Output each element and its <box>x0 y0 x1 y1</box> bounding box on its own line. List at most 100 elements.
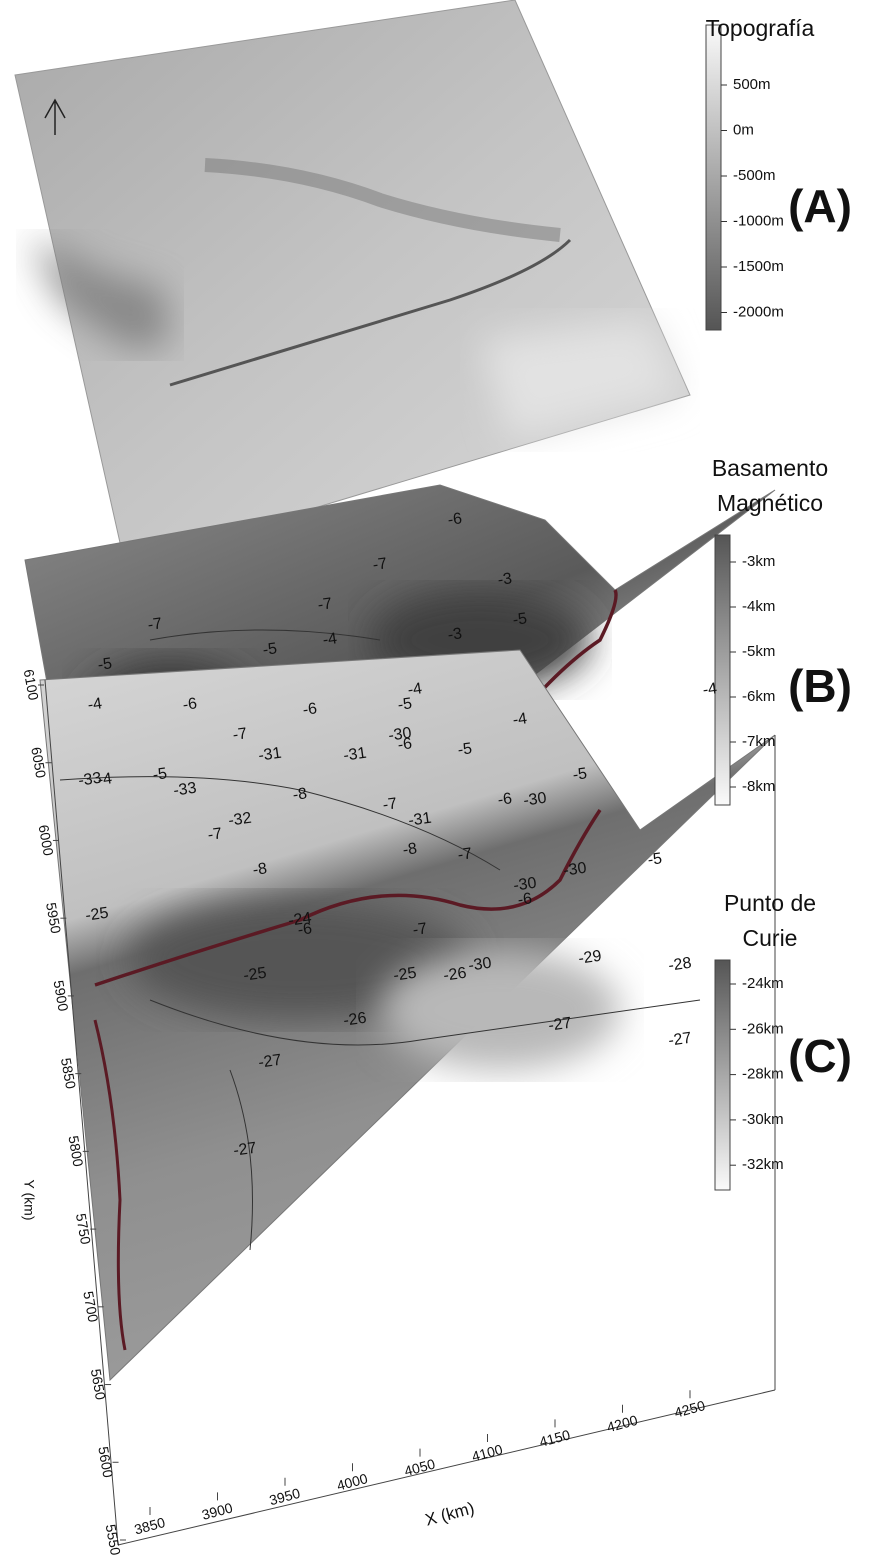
contour-label: -27 <box>257 1052 282 1072</box>
contour-label: -3 <box>497 570 514 589</box>
contour-label: -7 <box>412 920 429 939</box>
contour-label: -26 <box>342 1010 367 1030</box>
contour-label: -7 <box>207 825 224 844</box>
colorbar-tick-label: 0m <box>733 121 754 138</box>
contour-label: -7 <box>372 555 389 574</box>
colorbar-c <box>715 960 730 1190</box>
x-tick-label: 4250 <box>673 1397 707 1421</box>
contour-label: -3 <box>447 625 464 644</box>
colorbar-tick-label: -30km <box>742 1111 784 1128</box>
colorbar-tick-label: 500m <box>733 76 771 93</box>
contour-label: -33 <box>172 780 197 800</box>
colorbar-title: Curie <box>743 925 798 951</box>
contour-label: -7 <box>232 725 249 744</box>
panel-letter: (A) <box>788 180 852 232</box>
y-tick-label: 5950 <box>43 901 64 935</box>
x-tick-label: 3900 <box>200 1499 234 1523</box>
contour-label: -5 <box>97 655 114 674</box>
figure: X (km) Y (km) (A) Topografía 500m 0m -500m -1… <box>0 0 886 1556</box>
contour-label: -30 <box>522 790 547 810</box>
contour-label: -7 <box>457 845 474 864</box>
colorbar-tick-label: -5km <box>742 643 775 660</box>
contour-label: -27 <box>667 1030 692 1050</box>
surface-c <box>40 650 775 1380</box>
x-tick-label: 3950 <box>268 1485 302 1509</box>
colorbar-title: Basamento <box>712 455 828 481</box>
colorbar-tick-label: -7km <box>742 733 775 750</box>
x-tick-label: 3850 <box>133 1514 167 1538</box>
x-tick-label: 4000 <box>335 1470 369 1494</box>
contour-label: -30 <box>512 875 537 895</box>
contour-label: -8 <box>292 785 309 804</box>
contour-label: -30 <box>387 725 412 745</box>
contour-label: -33 <box>77 770 102 790</box>
contour-label: -6 <box>302 700 319 719</box>
x-axis-label: X (km) <box>423 1498 476 1529</box>
colorbar-tick-label: -4km <box>742 598 775 615</box>
contour-label: -8 <box>402 840 419 859</box>
contour-label: -31 <box>342 745 367 765</box>
colorbar-tick-label: -26km <box>742 1020 784 1037</box>
colorbar-tick-label: -32km <box>742 1156 784 1173</box>
x-tick-label: 4050 <box>403 1456 437 1480</box>
contour-label: -5 <box>397 695 414 714</box>
contour-label: -5 <box>512 610 529 629</box>
colorbar-tick-label: -1000m <box>733 212 784 229</box>
contour-label: -5 <box>647 850 664 869</box>
contour-label: -25 <box>392 965 417 985</box>
y-tick-label: 5600 <box>95 1445 116 1479</box>
contour-label: -32 <box>227 810 252 830</box>
y-tick-label: 5550 <box>103 1523 124 1556</box>
colorbar-tick-label: -1500m <box>733 258 784 275</box>
colorbar-tick-label: -2000m <box>733 303 784 320</box>
panel-letter: (C) <box>788 1030 852 1082</box>
panel-letter: (B) <box>788 660 852 712</box>
contour-label: -27 <box>547 1015 572 1035</box>
contour-label: -30 <box>467 955 492 975</box>
contour-label: -24 <box>287 910 312 930</box>
contour-label: -5 <box>572 765 589 784</box>
contour-label: -6 <box>182 695 199 714</box>
colorbar-tick-label: -3km <box>742 553 775 570</box>
contour-label: -31 <box>257 745 282 765</box>
y-tick-label: 5750 <box>73 1212 94 1246</box>
contour-label: -5 <box>262 640 279 659</box>
contour-label: -27 <box>232 1140 257 1160</box>
y-tick-label: 6100 <box>21 668 42 702</box>
contour-label: -6 <box>447 510 464 529</box>
contour-label: -5 <box>457 740 474 759</box>
contour-label: -4 <box>322 630 339 649</box>
y-tick-label: 6000 <box>36 823 57 857</box>
contour-label: -7 <box>382 795 399 814</box>
contour-label: -4 <box>87 695 104 714</box>
contour-label: -25 <box>84 905 109 925</box>
colorbar-title: Magnético <box>717 490 823 516</box>
surface-a <box>15 0 690 565</box>
contour-label: -4 <box>702 680 719 699</box>
y-tick-label: 5650 <box>88 1368 109 1402</box>
contour-label: -4 <box>512 710 529 729</box>
contour-label: -30 <box>562 860 587 880</box>
colorbar-b <box>715 535 730 805</box>
colorbar-tick-label: -500m <box>733 167 776 184</box>
y-tick-label: 5850 <box>58 1057 79 1091</box>
contour-label: -8 <box>252 860 269 879</box>
contour-label: -6 <box>497 790 514 809</box>
contour-label: -7 <box>317 595 334 614</box>
y-axis-label: Y (km) <box>21 1180 37 1221</box>
contour-label: -25 <box>242 965 267 985</box>
colorbar-title: Punto de <box>724 890 816 916</box>
y-tick-label: 6050 <box>28 746 49 780</box>
x-tick-label: 4100 <box>470 1441 504 1465</box>
contour-label: -26 <box>442 965 467 985</box>
contour-label: -5 <box>152 765 169 784</box>
y-tick-label: 5900 <box>51 979 72 1013</box>
contour-label: -29 <box>577 948 602 968</box>
colorbar-tick-label: -28km <box>742 1066 784 1083</box>
contour-label: -28 <box>667 955 692 975</box>
colorbar-a <box>706 25 721 330</box>
x-tick-label: 4200 <box>605 1412 639 1436</box>
colorbar-tick-label: -8km <box>742 778 775 795</box>
x-tick-label: 4150 <box>538 1426 572 1450</box>
colorbar-title: Topografía <box>706 15 815 41</box>
